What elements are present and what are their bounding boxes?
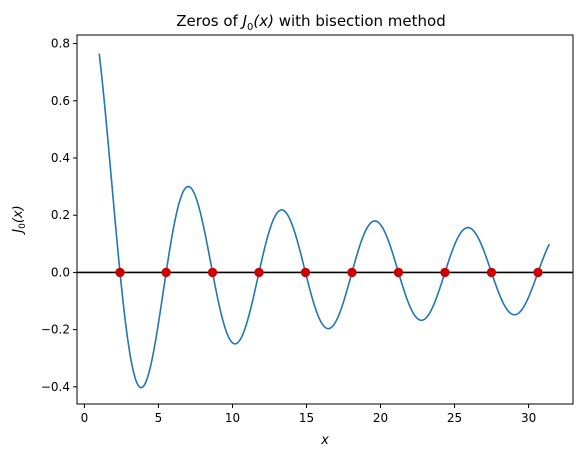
chart-title-suffix: with bisection method <box>274 12 446 30</box>
y-tick-label: −0.2 <box>41 323 70 337</box>
curve-layer <box>99 54 549 388</box>
x-axis-ticks: 0 5 10 15 20 25 30 <box>81 404 537 425</box>
x-tick-label: 5 <box>155 411 163 425</box>
plot-area <box>77 35 573 404</box>
svg-text:J0(x): J0(x) <box>11 205 28 235</box>
x-tick-label: 20 <box>373 411 388 425</box>
zero-point <box>348 268 356 276</box>
zero-point <box>116 268 124 276</box>
y-tick-label: −0.4 <box>41 380 70 394</box>
y-axis-label: J0(x) <box>11 205 28 235</box>
chart-title-arg: (x) <box>253 12 274 30</box>
y-axis-label-arg: (x) <box>11 205 26 223</box>
x-tick-label: 10 <box>225 411 240 425</box>
x-axis-label: x <box>320 433 329 448</box>
zero-point <box>394 268 402 276</box>
x-tick-label: 30 <box>521 411 536 425</box>
y-tick-label: 0.4 <box>51 151 70 165</box>
y-tick-label: 0.2 <box>51 208 70 222</box>
zero-point <box>534 268 542 276</box>
zero-point <box>441 268 449 276</box>
y-tick-label: 0.0 <box>51 265 70 279</box>
y-axis-ticks: −0.4 −0.2 0.0 0.2 0.4 0.6 0.8 <box>41 37 77 394</box>
svg-text:Zeros of J0(x) with bisection: Zeros of J0(x) with bisection method <box>176 12 446 33</box>
zero-point <box>301 268 309 276</box>
zero-point <box>255 268 263 276</box>
y-tick-label: 0.8 <box>51 37 70 51</box>
zero-point <box>208 268 216 276</box>
axes-frame <box>77 35 573 404</box>
chart-title: Zeros of J0(x) with bisection method <box>176 12 446 33</box>
y-tick-label: 0.6 <box>51 94 70 108</box>
chart-title-prefix: Zeros of <box>176 12 242 30</box>
x-tick-label: 0 <box>81 411 89 425</box>
x-tick-label: 25 <box>447 411 462 425</box>
x-tick-label: 15 <box>299 411 314 425</box>
j0-curve <box>99 54 549 388</box>
zero-point <box>162 268 170 276</box>
zero-point <box>487 268 495 276</box>
